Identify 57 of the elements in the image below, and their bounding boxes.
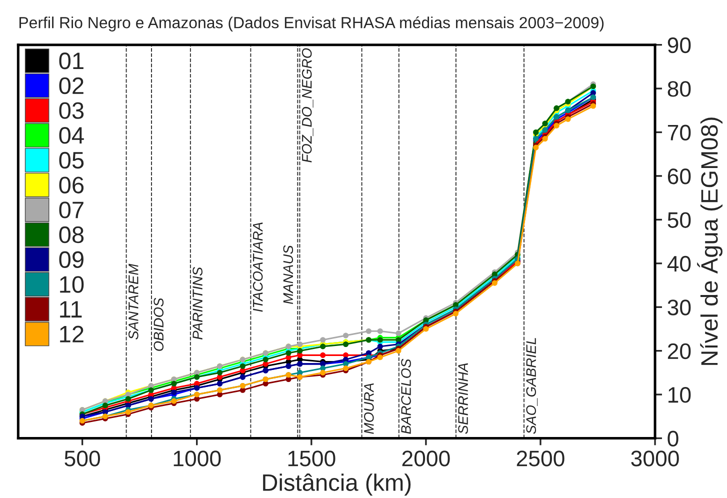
y-tick-label: 60 — [668, 168, 691, 184]
ref-line-label: SAO_GABRIEL — [526, 338, 538, 434]
point — [342, 341, 349, 348]
ref-line-label: FOZ_DO_NEGRO — [302, 48, 314, 162]
x-tick-label: 3000 — [631, 450, 679, 466]
legend-label: 04 — [59, 127, 84, 144]
point — [396, 348, 402, 354]
legend-label: 07 — [59, 202, 84, 218]
point — [396, 330, 402, 336]
chart-title: Perfil Rio Negro e Amazonas (Dados Envisat RHASA médias mensais 2003−2009) — [19, 16, 604, 32]
x-axis-title: Distância (km) — [263, 474, 411, 496]
y-tick-label: 10 — [668, 387, 691, 403]
legend-label: 02 — [59, 77, 84, 94]
y-tick-label: 30 — [668, 300, 691, 316]
y-tick-label: 80 — [668, 81, 691, 97]
point — [297, 341, 303, 348]
ref-line-label: SERRINHA — [458, 363, 468, 434]
y-tick-label: 0 — [668, 430, 678, 447]
x-tick-label: 1500 — [288, 450, 336, 466]
point — [320, 370, 326, 376]
ref-line-label: MANAUS — [283, 245, 294, 304]
x-tick-label: 2500 — [516, 450, 564, 466]
legend-label: 12 — [60, 326, 84, 342]
point — [377, 344, 383, 350]
x-tick-label: 1000 — [174, 450, 221, 466]
y-axis-title: Nível de Água (EGM08) — [697, 118, 722, 365]
legend-label: 03 — [59, 102, 84, 119]
point — [342, 332, 349, 338]
ref-line-label: SANTAREM — [128, 264, 138, 340]
y-tick-label: 70 — [668, 124, 691, 141]
legend-label: 05 — [59, 152, 84, 169]
ref-line-label: OBIDOS — [154, 298, 164, 351]
x-tick-label: 2000 — [402, 450, 450, 466]
x-tick-label: 500 — [64, 450, 100, 466]
point — [342, 352, 349, 358]
legend-label: 08 — [59, 226, 84, 244]
point — [297, 348, 303, 354]
point — [377, 328, 383, 334]
ref-line-label: BARCELOS — [401, 358, 411, 434]
ref-line-label: MOURA — [364, 383, 374, 434]
ref-line-label: ITACOATIARA — [252, 222, 263, 312]
legend-label: 06 — [59, 176, 84, 194]
point — [366, 328, 372, 334]
y-tick-label: 90 — [668, 37, 691, 54]
legend-label: 11 — [60, 301, 82, 318]
y-tick-label: 50 — [668, 212, 691, 228]
legend-label: 09 — [59, 251, 84, 268]
legend-label: 01 — [59, 52, 84, 70]
ref-line-label: PARINTINS — [192, 266, 202, 340]
point — [542, 136, 548, 142]
point — [320, 344, 326, 350]
y-tick-label: 40 — [667, 256, 691, 272]
point — [320, 337, 326, 343]
legend-label: 10 — [60, 276, 84, 293]
y-tick-label: 20 — [668, 343, 691, 360]
point — [377, 354, 383, 360]
point — [320, 352, 326, 358]
